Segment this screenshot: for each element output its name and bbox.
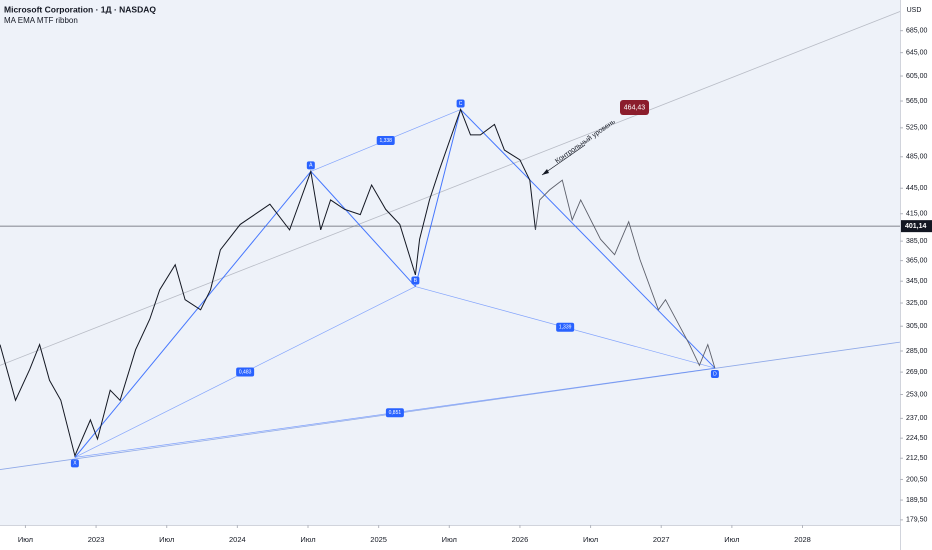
point-label: X bbox=[73, 461, 77, 467]
y-tick-label: 525,00 bbox=[906, 125, 928, 132]
pattern-leg bbox=[414, 109, 462, 287]
point-badge bbox=[411, 276, 420, 285]
price-badge bbox=[620, 100, 649, 115]
y-tick-label: 365,00 bbox=[906, 257, 928, 264]
point-label: B bbox=[414, 278, 418, 284]
ratio-label: 1,338 bbox=[379, 138, 392, 144]
price-badge-label: 464,43 bbox=[624, 104, 646, 111]
price-line bbox=[535, 179, 716, 369]
ratio-label: 1,339 bbox=[559, 325, 572, 331]
chart-subtitle: MA EMA MTF ribbon bbox=[4, 16, 78, 25]
x-tick-label: Июл bbox=[583, 535, 598, 544]
currency: USD bbox=[907, 7, 922, 14]
pattern-leg bbox=[460, 109, 716, 369]
annotation-arrowhead bbox=[542, 169, 549, 175]
y-tick-label: 325,00 bbox=[906, 300, 928, 307]
trend-line bbox=[0, 11, 901, 366]
point-label: C bbox=[459, 101, 463, 107]
pattern-leg bbox=[74, 171, 312, 458]
x-tick-label: Июл bbox=[159, 535, 174, 544]
y-tick-label: 415,00 bbox=[906, 211, 928, 218]
y-tick-label: 645,00 bbox=[906, 49, 928, 56]
x-tick-label: Июл bbox=[442, 535, 457, 544]
price-line bbox=[0, 108, 536, 458]
y-tick-label: 269,00 bbox=[906, 369, 928, 376]
trend-line bbox=[0, 341, 901, 470]
y-tick-label: 605,00 bbox=[906, 73, 928, 80]
y-tick-label: 565,00 bbox=[906, 98, 928, 105]
y-tick-label: 445,00 bbox=[906, 185, 928, 192]
ratio-badge bbox=[236, 367, 255, 377]
ratio-badge bbox=[556, 322, 575, 332]
ratio-badge bbox=[376, 135, 395, 145]
x-tick-label: Июл bbox=[724, 535, 739, 544]
x-tick-label: 2023 bbox=[88, 535, 105, 544]
chart-title: Microsoft Corporation · 1Д · NASDAQ bbox=[4, 4, 156, 14]
y-tick-label: 189,50 bbox=[906, 497, 928, 504]
y-tick-label: 212,50 bbox=[906, 455, 928, 462]
ratio-label: 0,483 bbox=[239, 369, 252, 375]
y-tick-label: 179,50 bbox=[906, 517, 928, 524]
plot-background bbox=[0, 0, 900, 525]
y-tick-label: 345,00 bbox=[906, 278, 928, 285]
last-price-badge bbox=[901, 220, 932, 233]
annotation-arrow bbox=[541, 144, 586, 176]
point-badge bbox=[70, 459, 79, 468]
y-tick-label: 385,00 bbox=[906, 238, 928, 245]
pattern-leg bbox=[310, 171, 416, 287]
y-tick-label: 253,00 bbox=[906, 391, 928, 398]
point-badge bbox=[456, 99, 465, 108]
point-label: A bbox=[309, 163, 313, 169]
last-price-label: 401,14 bbox=[905, 223, 927, 230]
y-tick-label: 685,00 bbox=[906, 28, 928, 35]
point-badge bbox=[710, 370, 719, 379]
x-tick-label: 2026 bbox=[512, 535, 529, 544]
x-tick-label: 2024 bbox=[229, 535, 246, 544]
y-tick-label: 200,50 bbox=[906, 476, 928, 483]
x-tick-label: 2025 bbox=[370, 535, 387, 544]
point-label: D bbox=[713, 371, 717, 377]
x-tick-label: Июл bbox=[18, 535, 33, 544]
y-tick-label: 237,00 bbox=[906, 415, 928, 422]
x-tick-label: Июл bbox=[300, 535, 315, 544]
y-tick-label: 305,00 bbox=[906, 323, 928, 330]
ratio-label: 0,851 bbox=[389, 410, 402, 416]
point-badge bbox=[306, 161, 315, 170]
y-tick-label: 485,00 bbox=[906, 154, 928, 161]
x-tick-label: 2027 bbox=[653, 535, 670, 544]
y-tick-label: 285,00 bbox=[906, 348, 928, 355]
ratio-badge bbox=[385, 408, 404, 418]
y-tick-label: 224,50 bbox=[906, 435, 928, 442]
axis-border bbox=[900, 0, 901, 550]
axis-border bbox=[0, 525, 900, 526]
x-tick-label: 2028 bbox=[794, 535, 811, 544]
